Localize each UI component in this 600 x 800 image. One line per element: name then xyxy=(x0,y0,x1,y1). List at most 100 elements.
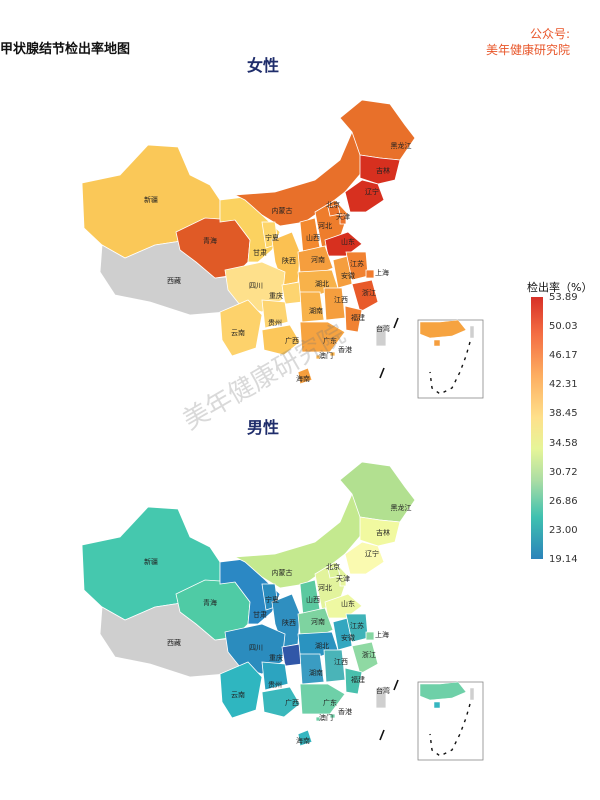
province-label: 北京 xyxy=(326,200,340,209)
south-china-sea-inset xyxy=(417,681,484,761)
province-label: 江苏 xyxy=(350,621,364,630)
province-label: 吉林 xyxy=(376,528,390,537)
province-label: 新疆 xyxy=(144,557,158,566)
province-label: 宁夏 xyxy=(265,233,279,242)
province-label: 江西 xyxy=(334,296,348,304)
province-label: 河南 xyxy=(311,617,325,626)
province-shape xyxy=(329,351,336,357)
inset-south-coast xyxy=(419,319,467,339)
province-label: 浙江 xyxy=(362,650,376,659)
province-shape xyxy=(323,649,346,683)
province-shape xyxy=(359,516,401,547)
province-label: 上海 xyxy=(375,268,389,277)
province-label: 广东 xyxy=(323,336,337,345)
province-shape xyxy=(219,661,263,719)
province-label: 福建 xyxy=(351,313,365,322)
province-label: 四川 xyxy=(249,282,263,290)
province-label: 内蒙古 xyxy=(272,206,293,215)
province-label: 宁夏 xyxy=(265,595,279,604)
legend-tick-label: 46.17 xyxy=(549,350,578,362)
province-shape xyxy=(297,729,313,747)
province-shape xyxy=(297,367,313,385)
province-label: 甘肃 xyxy=(253,610,267,619)
province-label: 湖南 xyxy=(309,306,323,315)
province-shape xyxy=(329,713,336,719)
south-china-sea-inset xyxy=(417,319,484,399)
brand-line-1: 公众号: xyxy=(529,27,570,41)
province-label: 台湾 xyxy=(376,324,390,333)
legend-tick-label: 23.00 xyxy=(549,524,578,536)
panel-title-male: 男性 xyxy=(246,418,279,437)
province-shape xyxy=(365,269,375,279)
province-label: 山西 xyxy=(306,233,320,242)
province-label: 台湾 xyxy=(376,686,390,695)
province-label: 四川 xyxy=(249,644,263,652)
legend-tick-label: 42.31 xyxy=(549,379,578,391)
province-label: 黑龙江 xyxy=(391,141,412,150)
province-label: 天津 xyxy=(336,575,350,583)
boundary-line xyxy=(393,317,399,329)
province-label: 青海 xyxy=(203,598,217,607)
province-label: 安徽 xyxy=(341,633,355,642)
province-label: 新疆 xyxy=(144,195,158,204)
province-shape xyxy=(344,667,363,695)
province-label: 山东 xyxy=(341,237,355,246)
province-label: 香港 xyxy=(338,707,352,716)
legend-tick-label: 53.89 xyxy=(549,292,578,303)
province-shape xyxy=(323,287,346,321)
brand-label: 公众号: 美年健康研究院 xyxy=(460,26,570,58)
nine-dash-line xyxy=(429,703,471,757)
province-label: 广西 xyxy=(285,698,299,707)
legend-tick-label: 19.14 xyxy=(549,553,578,565)
province-label: 浙江 xyxy=(362,288,376,297)
brand-line-2: 美年健康研究院 xyxy=(485,43,570,57)
province-label: 安徽 xyxy=(341,271,355,280)
province-shape xyxy=(359,154,401,185)
province-shape xyxy=(261,299,289,329)
province-label: 香港 xyxy=(338,345,352,354)
province-shape xyxy=(261,661,289,691)
legend-title: 检出率（%） xyxy=(527,281,593,294)
province-label: 重庆 xyxy=(269,291,283,300)
province-label: 黑龙江 xyxy=(391,503,412,512)
province-shape xyxy=(351,641,379,675)
nine-dash-line xyxy=(429,341,471,395)
province-label: 上海 xyxy=(375,630,389,639)
province-label: 广东 xyxy=(323,698,337,707)
boundary-line xyxy=(393,679,399,691)
inset-hainan xyxy=(433,701,441,709)
province-label: 西藏 xyxy=(167,638,181,647)
boundary-line xyxy=(379,729,385,741)
province-label: 云南 xyxy=(231,328,245,337)
province-shape xyxy=(261,324,301,356)
province-label: 内蒙古 xyxy=(272,568,293,577)
province-label: 湖南 xyxy=(309,668,323,677)
province-label: 贵州 xyxy=(268,318,282,327)
province-label: 河南 xyxy=(311,255,325,264)
province-label: 福建 xyxy=(351,675,365,684)
province-shape xyxy=(344,179,385,213)
province-shape xyxy=(351,279,379,313)
province-label: 湖北 xyxy=(315,641,329,650)
province-label: 重庆 xyxy=(269,653,283,662)
province-shape xyxy=(339,214,347,225)
province-label: 海南 xyxy=(296,374,310,383)
panel-title-female: 女性 xyxy=(246,56,279,75)
province-shape xyxy=(299,321,346,353)
province-label: 天津 xyxy=(336,213,350,221)
province-shape xyxy=(339,99,416,161)
province-label: 河北 xyxy=(318,584,332,592)
province-label: 江西 xyxy=(334,658,348,666)
province-label: 吉林 xyxy=(376,166,390,175)
province-shape xyxy=(375,323,387,347)
province-label: 辽宁 xyxy=(365,549,379,558)
inset-south-coast xyxy=(419,681,467,701)
province-shape xyxy=(365,631,375,641)
province-label: 陕西 xyxy=(282,618,296,627)
province-label: 云南 xyxy=(231,690,245,699)
province-shape xyxy=(344,541,385,575)
province-label: 河北 xyxy=(318,222,332,230)
